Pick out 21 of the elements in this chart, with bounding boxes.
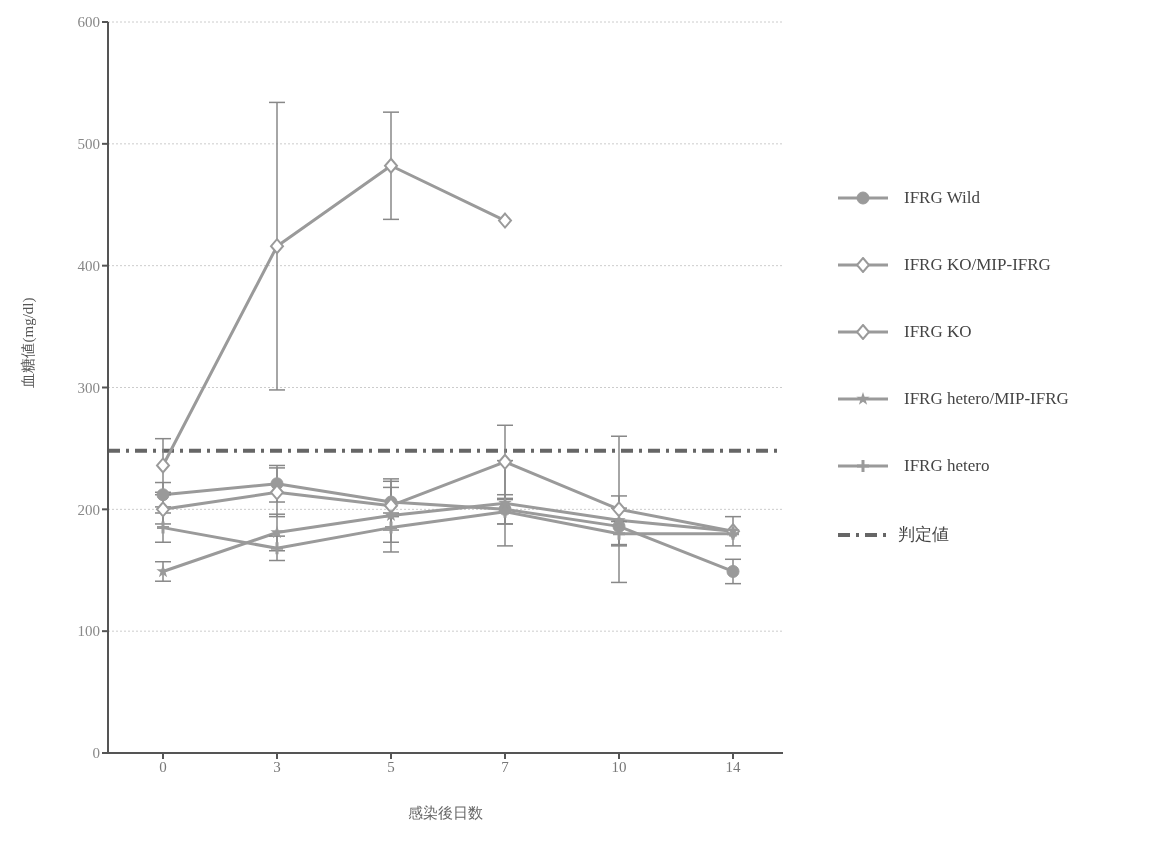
y-tick-label: 0 [92, 745, 100, 762]
x-tick-label: 14 [725, 758, 741, 775]
legend-label: IFRG KO/MIP-IFRG [904, 255, 1051, 275]
x-axis-title: 感染後日数 [408, 805, 483, 821]
y-tick-label: 500 [77, 136, 100, 153]
y-axis-title: 血糖値(mg/dl) [20, 297, 38, 388]
x-tick-label: 7 [501, 758, 510, 775]
x-tick-label: 0 [159, 758, 167, 775]
y-tick-label: 100 [77, 623, 100, 640]
y-tick-label: 600 [77, 14, 100, 31]
y-tick-label: 200 [77, 501, 100, 518]
y-tick-label: 300 [77, 379, 100, 396]
y-tick-label: 400 [77, 257, 100, 274]
x-tick-label: 10 [611, 758, 627, 775]
x-tick-label: 3 [273, 758, 281, 775]
legend-label: IFRG hetero/MIP-IFRG [904, 389, 1069, 409]
legend-label: IFRG Wild [904, 188, 980, 208]
legend-label: 判定値 [898, 524, 949, 546]
x-tick-label: 5 [387, 758, 395, 775]
legend-label: IFRG KO [904, 322, 972, 342]
legend-label: IFRG hetero [904, 456, 990, 476]
